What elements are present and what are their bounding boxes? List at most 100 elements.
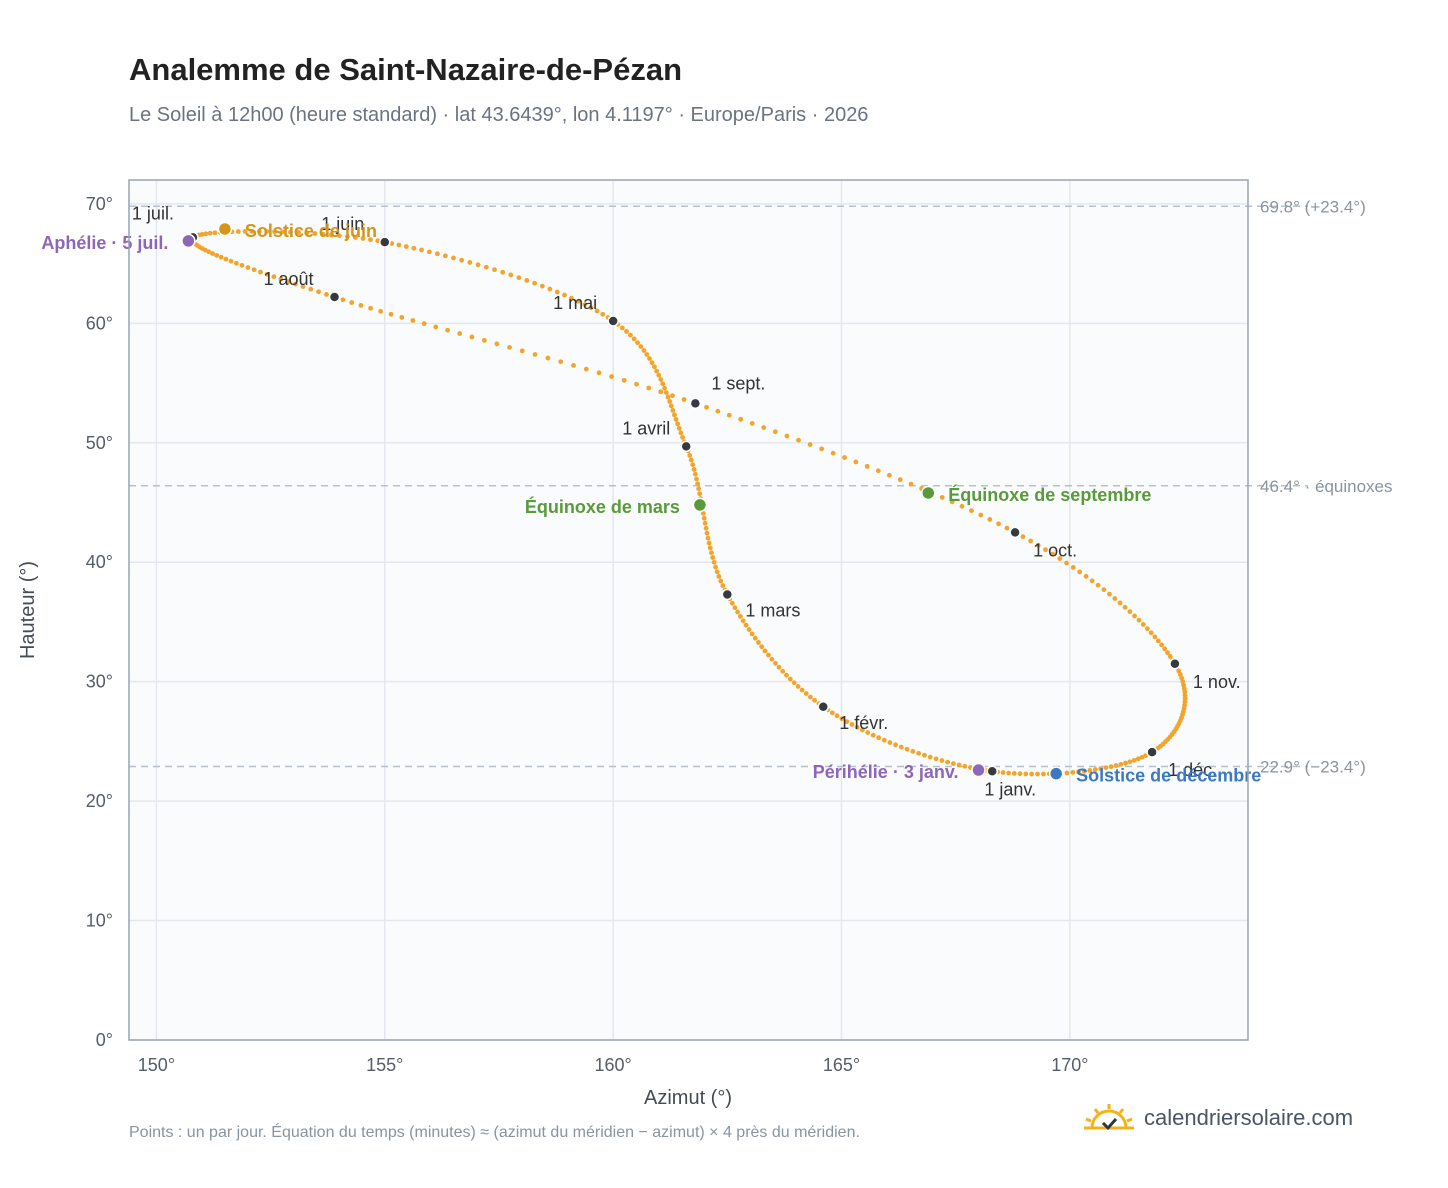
day-point: [494, 341, 500, 347]
day-point: [962, 763, 968, 769]
day-point: [658, 377, 664, 382]
day-point: [647, 356, 652, 361]
day-point: [959, 503, 965, 509]
day-point: [1057, 556, 1063, 561]
day-point: [547, 286, 553, 292]
day-point: [212, 230, 218, 236]
day-point: [688, 457, 694, 463]
day-point: [819, 446, 825, 452]
day-point: [949, 499, 955, 505]
day-point: [761, 425, 767, 430]
day-point: [360, 236, 366, 241]
day-point: [704, 404, 709, 410]
day-point: [865, 730, 871, 735]
day-point: [1135, 756, 1141, 762]
month-label: 1 mars: [745, 600, 800, 620]
plot-background: [129, 180, 1248, 1040]
day-point: [660, 381, 666, 387]
day-point: [829, 710, 835, 716]
day-point: [1162, 646, 1168, 652]
day-point: [803, 691, 809, 696]
day-point: [718, 578, 724, 584]
day-point: [258, 269, 263, 275]
day-point: [766, 652, 771, 658]
month-label: 1 sept.: [711, 373, 765, 393]
day-point: [1108, 764, 1114, 770]
day-point: [388, 311, 394, 317]
y-tick-label: 20°: [86, 791, 113, 811]
month-label: 1 mai: [553, 293, 597, 313]
day-point: [1087, 768, 1093, 773]
day-point: [1092, 767, 1098, 773]
day-point: [1041, 771, 1046, 777]
day-point: [445, 327, 451, 333]
chart-subtitle: Le Soleil à 12h00 (heure standard) · lat…: [129, 104, 869, 126]
day-point: [898, 744, 904, 750]
day-point: [945, 759, 951, 765]
day-point: [280, 229, 285, 235]
day-point: [378, 308, 384, 314]
day-point: [1076, 769, 1081, 775]
day-point: [987, 517, 993, 522]
brand: calendriersolaire.com: [1082, 1102, 1353, 1134]
day-point: [239, 262, 245, 268]
day-point: [1095, 582, 1101, 588]
day-point: [288, 229, 293, 235]
day-point: [316, 289, 321, 295]
month-marker: [689, 397, 702, 410]
day-point: [692, 471, 698, 477]
day-point: [762, 648, 768, 654]
event-label: Solstice de juin: [245, 221, 377, 241]
month-marker: [986, 765, 998, 777]
day-point: [1136, 617, 1142, 623]
day-point: [694, 476, 699, 482]
day-point: [233, 260, 239, 266]
day-point: [886, 472, 892, 478]
day-point: [320, 231, 326, 237]
day-point: [732, 605, 738, 611]
day-point: [554, 289, 560, 295]
day-point: [842, 455, 847, 460]
reference-line-label: 46.4° · équinoxes: [1260, 477, 1393, 496]
day-point: [475, 262, 481, 268]
day-point: [635, 340, 640, 346]
day-point: [375, 238, 381, 244]
day-point: [893, 742, 898, 748]
day-point: [904, 746, 910, 752]
day-point: [1028, 538, 1034, 544]
day-point: [670, 407, 676, 413]
day-point: [853, 459, 859, 465]
day-point: [411, 245, 417, 251]
day-point: [673, 416, 679, 422]
day-point: [720, 583, 726, 588]
day-point: [558, 359, 564, 365]
day-point: [569, 295, 574, 301]
day-point: [700, 510, 706, 516]
day-point: [1029, 771, 1035, 777]
day-point: [646, 385, 652, 391]
day-point: [756, 640, 761, 645]
day-point: [1035, 542, 1041, 548]
month-label: 1 août: [264, 269, 314, 289]
axis-ticks: 150° 155° 160° 165° 170° 0° 10° 20° 30° 40° 50° 60°…: [86, 194, 1089, 1075]
day-point: [218, 254, 224, 260]
day-point: [663, 390, 669, 396]
y-tick-label: 50°: [86, 433, 113, 453]
day-point: [844, 719, 850, 725]
day-point: [1020, 534, 1026, 540]
day-point: [830, 450, 836, 456]
day-point: [396, 242, 402, 248]
day-point: [649, 360, 655, 366]
day-point: [1123, 760, 1128, 766]
event-label: Équinoxe de mars: [525, 496, 680, 517]
day-point: [776, 664, 782, 670]
day-point: [271, 274, 277, 280]
day-point: [242, 229, 248, 234]
day-point: [1148, 630, 1154, 636]
day-point: [296, 230, 301, 235]
day-point: [228, 258, 234, 264]
month-label: 1 déc.: [1168, 760, 1217, 780]
day-point: [264, 229, 270, 234]
month-label: 1 nov.: [1193, 672, 1241, 692]
day-point: [795, 684, 801, 689]
